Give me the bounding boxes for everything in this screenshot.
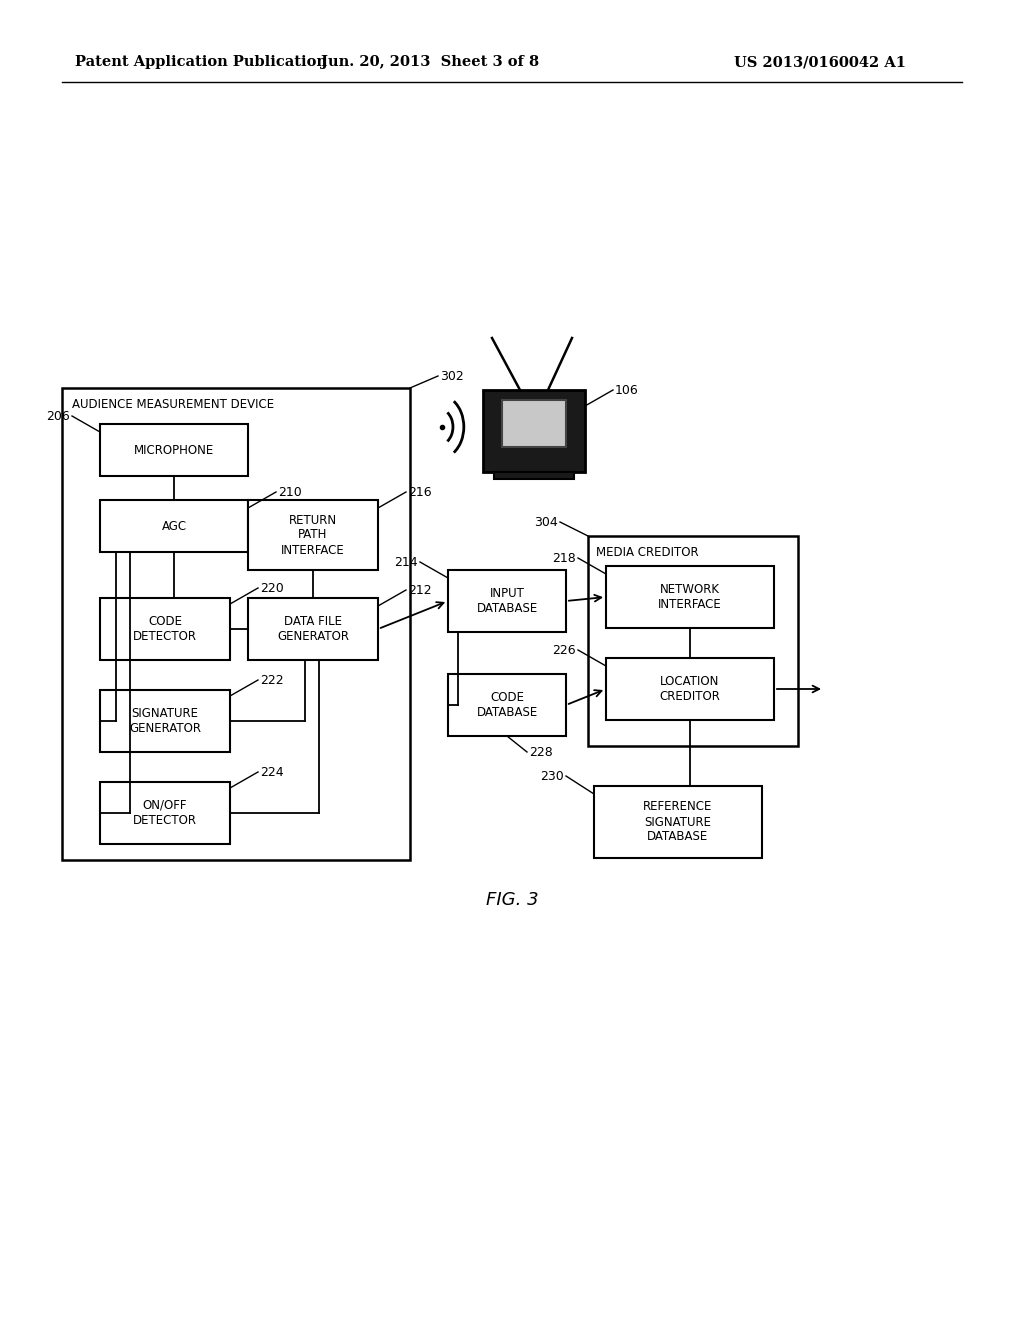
Bar: [606, 566, 774, 628]
Bar: [606, 657, 774, 719]
Text: CODE
DETECTOR: CODE DETECTOR: [133, 615, 197, 643]
Bar: [483, 389, 585, 473]
Text: 106: 106: [615, 384, 639, 396]
Text: SIGNATURE
GENERATOR: SIGNATURE GENERATOR: [129, 708, 201, 735]
Text: LOCATION
CREDITOR: LOCATION CREDITOR: [659, 675, 721, 704]
Bar: [248, 500, 378, 570]
Text: 216: 216: [408, 486, 432, 499]
Text: 224: 224: [260, 766, 284, 779]
Bar: [594, 785, 762, 858]
Text: Patent Application Publication: Patent Application Publication: [75, 55, 327, 69]
Bar: [449, 675, 566, 737]
Text: MEDIA CREDITOR: MEDIA CREDITOR: [596, 545, 698, 558]
Text: 218: 218: [552, 552, 575, 565]
Text: 230: 230: [540, 770, 564, 783]
Text: AUDIENCE MEASUREMENT DEVICE: AUDIENCE MEASUREMENT DEVICE: [72, 397, 274, 411]
Text: 228: 228: [529, 746, 553, 759]
Text: US 2013/0160042 A1: US 2013/0160042 A1: [734, 55, 906, 69]
Text: 214: 214: [394, 556, 418, 569]
Text: 220: 220: [260, 582, 284, 594]
Text: INPUT
DATABASE: INPUT DATABASE: [476, 587, 538, 615]
Bar: [503, 400, 565, 447]
Bar: [100, 598, 230, 660]
Text: Jun. 20, 2013  Sheet 3 of 8: Jun. 20, 2013 Sheet 3 of 8: [321, 55, 539, 69]
Bar: [100, 424, 248, 477]
Text: 206: 206: [46, 409, 70, 422]
Text: 212: 212: [408, 583, 432, 597]
Text: ON/OFF
DETECTOR: ON/OFF DETECTOR: [133, 799, 197, 828]
Bar: [248, 598, 378, 660]
Text: NETWORK
INTERFACE: NETWORK INTERFACE: [658, 583, 722, 611]
Bar: [449, 570, 566, 632]
Bar: [588, 536, 798, 746]
Bar: [495, 473, 573, 479]
Text: AGC: AGC: [162, 520, 186, 532]
Text: CODE
DATABASE: CODE DATABASE: [476, 690, 538, 719]
Text: 226: 226: [552, 644, 575, 656]
Text: MICROPHONE: MICROPHONE: [134, 444, 214, 457]
Text: REFERENCE
SIGNATURE
DATABASE: REFERENCE SIGNATURE DATABASE: [643, 800, 713, 843]
Text: DATA FILE
GENERATOR: DATA FILE GENERATOR: [278, 615, 349, 643]
Text: 210: 210: [278, 486, 302, 499]
Text: 222: 222: [260, 673, 284, 686]
Bar: [100, 781, 230, 843]
Text: FIG. 3: FIG. 3: [485, 891, 539, 909]
Bar: [100, 500, 248, 552]
Text: 304: 304: [534, 516, 558, 528]
Bar: [62, 388, 410, 861]
Bar: [100, 690, 230, 752]
Text: 302: 302: [440, 370, 464, 383]
Text: RETURN
PATH
INTERFACE: RETURN PATH INTERFACE: [282, 513, 345, 557]
